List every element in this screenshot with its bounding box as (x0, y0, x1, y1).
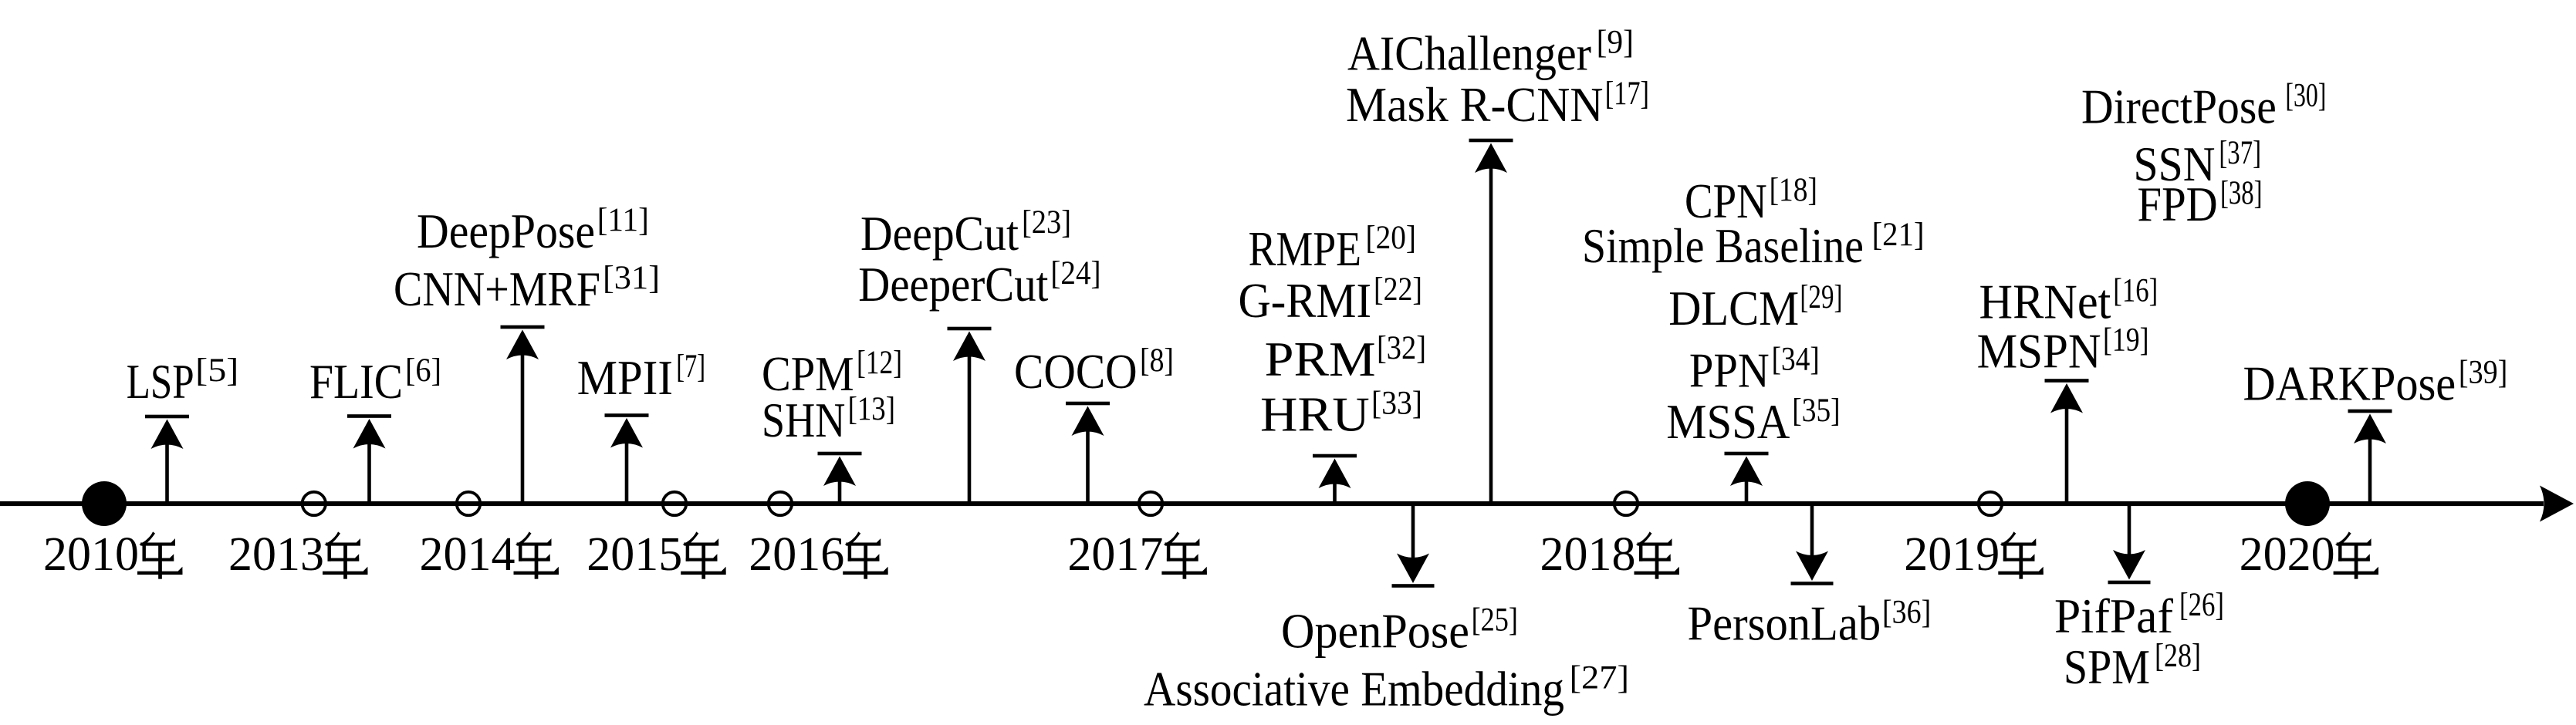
svg-text:FPD: FPD (2138, 177, 2218, 231)
svg-text:[39]: [39] (2459, 354, 2507, 390)
svg-text:PRM: PRM (1265, 332, 1376, 386)
svg-text:PersonLab: PersonLab (1688, 596, 1881, 650)
svg-text:2018: 2018 (1540, 528, 1636, 581)
svg-text:2020: 2020 (2240, 528, 2335, 581)
svg-text:[34]: [34] (1772, 342, 1820, 378)
svg-text:2010: 2010 (43, 528, 139, 581)
svg-text:[38]: [38] (2220, 175, 2263, 211)
svg-text:[36]: [36] (1882, 594, 1931, 630)
svg-text:[24]: [24] (1050, 255, 1100, 292)
svg-text:Simple Baseline: Simple Baseline (1582, 219, 1864, 273)
svg-text:RMPE: RMPE (1249, 222, 1361, 276)
svg-text:SSN: SSN (2134, 137, 2216, 191)
svg-text:2017: 2017 (1067, 528, 1163, 581)
svg-text:LSP: LSP (127, 355, 194, 409)
svg-text:CPN: CPN (1685, 174, 1767, 228)
svg-text:DLCM: DLCM (1668, 282, 1799, 336)
svg-text:[6]: [6] (405, 352, 441, 389)
svg-text:AIChallenger: AIChallenger (1347, 27, 1591, 81)
svg-text:OpenPose: OpenPose (1281, 605, 1469, 659)
svg-text:[18]: [18] (1770, 172, 1817, 208)
svg-text:HRU: HRU (1260, 388, 1370, 442)
svg-text:DeepPose: DeepPose (417, 204, 595, 258)
svg-text:PPN: PPN (1689, 344, 1770, 398)
svg-text:[20]: [20] (1366, 220, 1417, 256)
svg-text:[25]: [25] (1472, 602, 1518, 639)
svg-text:[19]: [19] (2103, 322, 2149, 358)
svg-text:[21]: [21] (1872, 217, 1925, 253)
svg-text:[9]: [9] (1597, 25, 1634, 61)
svg-text:2015: 2015 (587, 528, 682, 581)
svg-text:[27]: [27] (1570, 660, 1630, 696)
svg-text:MSSA: MSSA (1666, 395, 1790, 449)
svg-text:DARKPose: DARKPose (2243, 356, 2456, 410)
svg-text:Mask R-CNN: Mask R-CNN (1346, 78, 1604, 132)
svg-text:[7]: [7] (676, 349, 705, 385)
svg-text:[37]: [37] (2219, 135, 2261, 171)
svg-text:[12]: [12] (857, 345, 902, 381)
svg-text:G-RMI: G-RMI (1239, 274, 1372, 328)
svg-text:[26]: [26] (2179, 587, 2224, 623)
svg-text:[28]: [28] (2155, 638, 2201, 674)
svg-text:[23]: [23] (1022, 204, 1071, 241)
svg-text:SHN: SHN (762, 393, 845, 447)
svg-text:[35]: [35] (1792, 393, 1840, 429)
svg-text:HRNet: HRNet (1979, 275, 2111, 329)
svg-text:[30]: [30] (2285, 77, 2326, 113)
svg-text:DeeperCut: DeeperCut (858, 258, 1049, 312)
svg-text:2016: 2016 (749, 528, 844, 581)
svg-text:[31]: [31] (603, 260, 660, 296)
svg-text:[8]: [8] (1140, 342, 1174, 379)
svg-text:MSPN: MSPN (1977, 324, 2101, 378)
svg-text:[33]: [33] (1371, 386, 1422, 422)
svg-text:[29]: [29] (1800, 279, 1842, 315)
svg-text:COCO: COCO (1014, 345, 1138, 399)
svg-text:DirectPose: DirectPose (2081, 79, 2277, 133)
svg-text:2019: 2019 (1904, 528, 2000, 581)
svg-text:[11]: [11] (597, 202, 649, 238)
svg-text:PifPaf: PifPaf (2054, 589, 2173, 643)
svg-text:MPII: MPII (577, 351, 673, 405)
svg-text:CNN+MRF: CNN+MRF (394, 262, 600, 316)
svg-text:[17]: [17] (1605, 76, 1649, 112)
svg-text:[13]: [13] (848, 391, 895, 427)
svg-text:SPM: SPM (2064, 640, 2150, 694)
svg-text:[5]: [5] (195, 352, 238, 389)
svg-text:[16]: [16] (2113, 273, 2158, 309)
svg-text:2014: 2014 (420, 528, 516, 581)
svg-text:CPM: CPM (762, 347, 854, 401)
svg-text:[32]: [32] (1377, 330, 1426, 366)
svg-text:Associative Embedding: Associative Embedding (1144, 663, 1564, 717)
svg-text:FLIC: FLIC (309, 355, 403, 409)
svg-text:2013: 2013 (228, 528, 324, 581)
svg-text:DeepCut: DeepCut (860, 207, 1019, 261)
svg-text:[22]: [22] (1374, 271, 1422, 308)
